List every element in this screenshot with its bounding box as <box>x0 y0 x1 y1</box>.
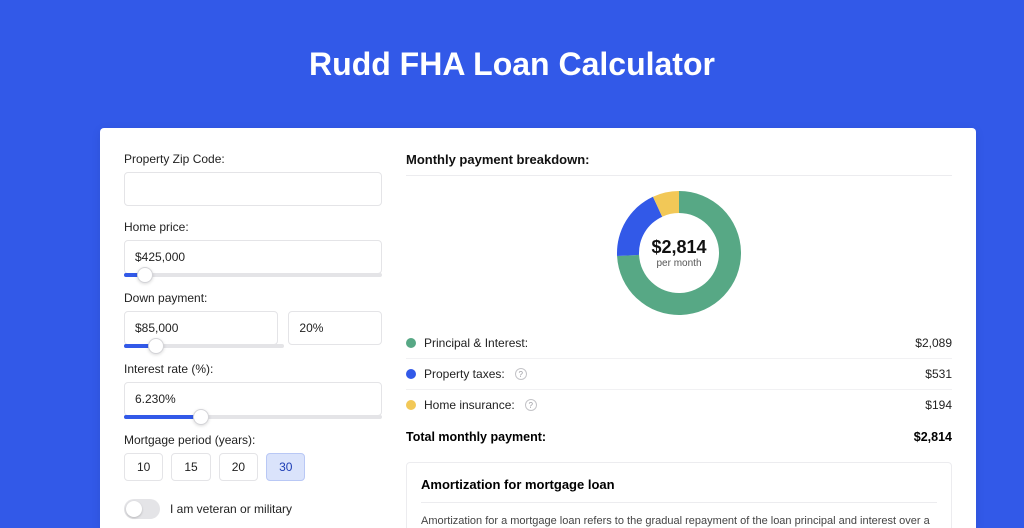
legend-dot <box>406 369 416 379</box>
home-price-slider-thumb[interactable] <box>137 267 153 283</box>
interest-rate-label: Interest rate (%): <box>124 362 382 376</box>
home-price-label: Home price: <box>124 220 382 234</box>
legend-value: $194 <box>925 398 952 412</box>
legend-value: $2,089 <box>915 336 952 350</box>
legend-label: Home insurance: <box>424 398 515 412</box>
legend-dot <box>406 400 416 410</box>
donut-value: $2,814 <box>651 237 706 258</box>
interest-rate-group: Interest rate (%): <box>124 362 382 419</box>
mortgage-period-option-20[interactable]: 20 <box>219 453 258 481</box>
down-payment-slider[interactable] <box>124 344 284 348</box>
total-label: Total monthly payment: <box>406 430 546 444</box>
down-payment-amount-input[interactable] <box>124 311 278 345</box>
legend-label: Property taxes: <box>424 367 505 381</box>
page-title: Rudd FHA Loan Calculator <box>0 0 1024 83</box>
interest-rate-slider[interactable] <box>124 415 382 419</box>
interest-rate-slider-fill <box>124 415 201 419</box>
down-payment-row <box>124 311 382 345</box>
legend-left: Home insurance:? <box>406 398 537 412</box>
donut-sublabel: per month <box>651 258 706 269</box>
donut-chart: $2,814 per month <box>614 188 744 318</box>
amortization-body: Amortization for a mortgage loan refers … <box>421 513 937 528</box>
mortgage-period-option-10[interactable]: 10 <box>124 453 163 481</box>
total-value: $2,814 <box>914 430 952 444</box>
legend-row: Property taxes:? $531 <box>406 359 952 390</box>
home-price-slider[interactable] <box>124 273 382 277</box>
info-icon[interactable]: ? <box>525 399 537 411</box>
veteran-toggle-knob <box>126 501 142 517</box>
form-column: Property Zip Code: Home price: Down paym… <box>124 152 382 528</box>
legend-left: Property taxes:? <box>406 367 527 381</box>
info-icon[interactable]: ? <box>515 368 527 380</box>
legend-row: Home insurance:? $194 <box>406 390 952 420</box>
breakdown-column: Monthly payment breakdown: $2,814 per mo… <box>406 152 952 528</box>
down-payment-group: Down payment: <box>124 291 382 348</box>
mortgage-period-option-30[interactable]: 30 <box>266 453 305 481</box>
mortgage-period-option-15[interactable]: 15 <box>171 453 210 481</box>
mortgage-period-group: Mortgage period (years): 10 15 20 30 <box>124 433 382 481</box>
down-payment-slider-thumb[interactable] <box>148 338 164 354</box>
page: Rudd FHA Loan Calculator Property Zip Co… <box>0 0 1024 512</box>
calculator-card: Property Zip Code: Home price: Down paym… <box>100 128 976 528</box>
veteran-row: I am veteran or military <box>124 499 382 519</box>
veteran-toggle[interactable] <box>124 499 160 519</box>
legend: Principal & Interest: $2,089 Property taxe… <box>406 328 952 420</box>
zip-group: Property Zip Code: <box>124 152 382 206</box>
zip-label: Property Zip Code: <box>124 152 382 166</box>
interest-rate-input[interactable] <box>124 382 382 416</box>
down-payment-label: Down payment: <box>124 291 382 305</box>
donut-container: $2,814 per month <box>406 186 952 328</box>
legend-left: Principal & Interest: <box>406 336 528 350</box>
amortization-divider <box>421 502 937 503</box>
donut-center: $2,814 per month <box>651 237 706 269</box>
interest-rate-slider-thumb[interactable] <box>193 409 209 425</box>
breakdown-divider <box>406 175 952 176</box>
veteran-label: I am veteran or military <box>170 502 292 516</box>
legend-value: $531 <box>925 367 952 381</box>
mortgage-period-options: 10 15 20 30 <box>124 453 382 481</box>
legend-row: Principal & Interest: $2,089 <box>406 328 952 359</box>
home-price-input[interactable] <box>124 240 382 274</box>
amortization-card: Amortization for mortgage loan Amortizat… <box>406 462 952 528</box>
mortgage-period-label: Mortgage period (years): <box>124 433 382 447</box>
home-price-group: Home price: <box>124 220 382 277</box>
legend-dot <box>406 338 416 348</box>
legend-label: Principal & Interest: <box>424 336 528 350</box>
total-row: Total monthly payment: $2,814 <box>406 420 952 458</box>
breakdown-title: Monthly payment breakdown: <box>406 152 952 167</box>
zip-input[interactable] <box>124 172 382 206</box>
amortization-title: Amortization for mortgage loan <box>421 477 937 492</box>
down-payment-percent-input[interactable] <box>288 311 382 345</box>
